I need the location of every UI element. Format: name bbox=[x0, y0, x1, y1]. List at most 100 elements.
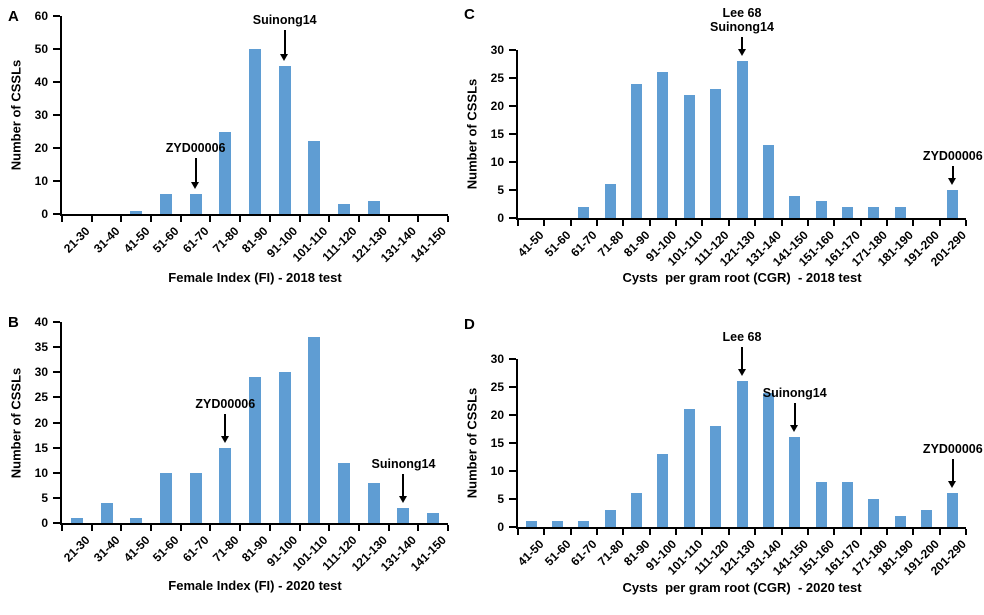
bar-71-80 bbox=[219, 131, 232, 214]
x-tick bbox=[268, 525, 271, 531]
bar-101-110 bbox=[308, 337, 321, 523]
x-axis-title: Female Index (FI) - 2020 test bbox=[168, 578, 342, 593]
x-axis bbox=[516, 218, 966, 220]
y-tick-label: 10 bbox=[490, 155, 504, 169]
bar-71-80 bbox=[219, 447, 232, 523]
x-tick-label: 31-40 bbox=[90, 224, 123, 256]
x-tick-label: 41-50 bbox=[120, 533, 153, 565]
bar-111-120 bbox=[338, 462, 351, 523]
y-tick-label: 20 bbox=[490, 408, 504, 422]
x-axis bbox=[60, 523, 448, 525]
y-tick-label: 10 bbox=[34, 174, 48, 188]
x-axis-title: Female Index (FI) - 2018 test bbox=[168, 270, 342, 285]
annotation-arrowhead bbox=[220, 435, 229, 443]
bar-201-290 bbox=[947, 493, 959, 527]
y-tick bbox=[53, 421, 60, 424]
bar-151-160 bbox=[815, 201, 827, 218]
bar-21-30 bbox=[70, 517, 83, 523]
y-tick bbox=[509, 217, 516, 219]
y-tick bbox=[53, 321, 60, 323]
annotation-arrowhead bbox=[280, 53, 289, 61]
annotation-label: Suinong14 bbox=[371, 456, 436, 471]
x-tick bbox=[298, 525, 301, 531]
y-tick-label: 10 bbox=[34, 465, 48, 480]
x-tick bbox=[596, 529, 599, 535]
y-tick bbox=[53, 180, 60, 182]
x-tick bbox=[780, 220, 783, 226]
x-tick-label: 71-80 bbox=[594, 537, 627, 569]
y-tick-label: 20 bbox=[34, 141, 48, 155]
x-tick bbox=[622, 220, 625, 226]
x-tick bbox=[517, 220, 519, 226]
x-tick-label: 31-40 bbox=[90, 533, 123, 565]
bar-101-110 bbox=[683, 94, 695, 218]
y-tick bbox=[509, 386, 516, 388]
x-tick bbox=[938, 529, 941, 535]
annotation-label: ZYD00006 bbox=[922, 149, 983, 163]
annotation-arrowhead bbox=[948, 481, 957, 489]
bar-41-50 bbox=[525, 521, 537, 527]
x-tick bbox=[833, 529, 836, 535]
y-tick bbox=[53, 396, 60, 399]
x-tick bbox=[209, 525, 212, 531]
y-tick bbox=[53, 15, 60, 17]
bar-171-180 bbox=[868, 206, 880, 218]
x-tick bbox=[912, 529, 915, 535]
bar-61-70 bbox=[578, 521, 590, 527]
x-tick bbox=[239, 216, 242, 222]
x-tick-label: 51-60 bbox=[150, 224, 182, 256]
bar-111-120 bbox=[710, 89, 722, 218]
y-tick-label: 15 bbox=[490, 127, 504, 141]
annotation-arrow bbox=[741, 347, 743, 371]
x-tick-label: 51-60 bbox=[541, 537, 574, 569]
x-tick bbox=[675, 529, 678, 535]
x-tick-label: 61-70 bbox=[568, 537, 600, 569]
x-tick bbox=[965, 529, 967, 535]
y-tick-label: 20 bbox=[490, 99, 504, 113]
bar-121-130 bbox=[367, 200, 380, 214]
annotation-arrow bbox=[951, 166, 954, 179]
bar-101-110 bbox=[683, 409, 695, 527]
x-tick-label: 21-30 bbox=[61, 224, 93, 256]
annotation-arrowhead bbox=[948, 178, 957, 185]
x-tick bbox=[328, 525, 331, 531]
x-tick bbox=[120, 216, 123, 222]
bar-111-120 bbox=[338, 204, 351, 214]
y-tick-label: 20 bbox=[34, 415, 48, 430]
y-axis-title: Number of CSSLs bbox=[464, 78, 480, 190]
y-tick bbox=[53, 371, 60, 374]
x-tick bbox=[61, 216, 63, 222]
panel-letter-c: C bbox=[464, 6, 475, 23]
x-tick bbox=[417, 525, 420, 531]
bar-121-130 bbox=[367, 482, 380, 523]
x-tick bbox=[885, 529, 888, 535]
y-tick bbox=[509, 358, 516, 360]
x-tick-label: 41-50 bbox=[515, 228, 548, 260]
bar-41-50 bbox=[130, 210, 143, 214]
y-tick bbox=[53, 471, 60, 474]
y-tick-label: 60 bbox=[34, 9, 48, 23]
x-tick bbox=[780, 529, 783, 535]
bar-91-100 bbox=[278, 372, 291, 523]
y-axis bbox=[60, 322, 62, 525]
x-tick-label: 21-30 bbox=[61, 533, 93, 565]
x-tick-label: 71-80 bbox=[209, 224, 242, 256]
y-tick-label: 5 bbox=[41, 490, 48, 505]
x-tick bbox=[447, 525, 449, 531]
y-tick-label: 25 bbox=[34, 390, 48, 405]
y-tick bbox=[509, 77, 516, 79]
panel-letter-b: B bbox=[8, 314, 19, 331]
x-tick bbox=[701, 220, 704, 226]
bar-81-90 bbox=[249, 377, 261, 523]
annotation-arrow bbox=[402, 473, 405, 497]
x-tick bbox=[806, 529, 809, 535]
annotation-arrow bbox=[951, 459, 954, 483]
x-tick bbox=[965, 220, 967, 226]
y-tick-label: 15 bbox=[34, 440, 48, 455]
y-tick-label: 30 bbox=[34, 365, 48, 380]
y-tick bbox=[509, 414, 516, 416]
annotation-arrow bbox=[793, 403, 796, 427]
bar-141-150 bbox=[789, 437, 801, 527]
y-tick bbox=[509, 161, 516, 163]
y-tick-label: 0 bbox=[497, 520, 504, 534]
